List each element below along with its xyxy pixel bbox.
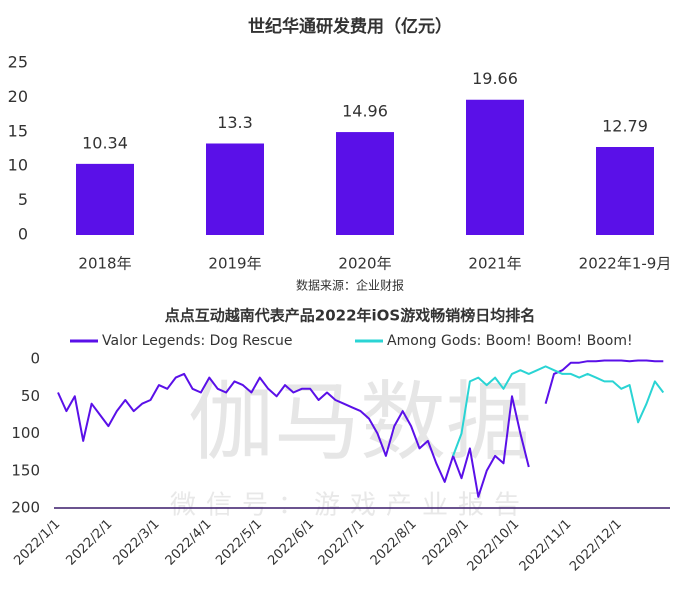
watermark: 伽马数据 [188, 372, 532, 472]
value-label: 12.79 [602, 117, 648, 136]
x-tick-label: 2022/5/1 [213, 517, 265, 569]
x-tick-label: 2022/1/1 [11, 517, 63, 569]
x-tick-label: 2022/6/1 [265, 517, 317, 569]
value-label: 13.3 [217, 113, 253, 132]
y-tick-label: 100 [11, 424, 40, 442]
y-tick-label: 0 [18, 225, 28, 244]
x-tick-label: 2022/11/1 [517, 517, 575, 575]
y-tick-label: 15 [8, 121, 28, 140]
x-tick-label: 2020年 [338, 255, 391, 273]
source-note: 数据来源：企业财报 [296, 278, 404, 293]
y-tick-label: 150 [11, 461, 40, 479]
series-line [452, 365, 665, 457]
value-label: 10.34 [82, 133, 128, 152]
x-tick-label: 2022/7/1 [316, 517, 368, 569]
x-tick-label: 2021年 [468, 255, 521, 273]
x-tick-label: 2022年1-9月 [579, 255, 672, 273]
watermark-sub: 微信号：游戏产业报告 [170, 491, 530, 521]
x-tick-label: 2019年 [208, 255, 261, 273]
y-tick-label: 10 [8, 156, 28, 175]
bar [206, 143, 264, 235]
bar [466, 99, 524, 235]
bar [336, 132, 394, 235]
value-label: 14.96 [342, 102, 388, 121]
x-tick-label: 2018年 [78, 255, 131, 273]
legend-label: Valor Legends: Dog Rescue [102, 333, 293, 349]
bar-chart-title: 世纪华通研发费用（亿元） [248, 16, 452, 37]
y-tick-label: 200 [11, 499, 40, 517]
y-tick-label: 25 [8, 53, 28, 72]
legend-label: Among Gods: Boom! Boom! Boom! [387, 333, 633, 349]
line-chart-title: 点点互动越南代表产品2022年iOS游戏畅销榜日均排名 [165, 307, 535, 325]
x-tick-label: 2022/8/1 [368, 517, 420, 569]
x-tick-label: 2022/12/1 [567, 517, 625, 575]
y-tick-label: 0 [30, 350, 40, 368]
series-line [57, 359, 664, 498]
bar [76, 163, 134, 235]
x-tick-label: 2022/4/1 [163, 517, 215, 569]
y-tick-label: 5 [18, 190, 28, 209]
value-label: 19.66 [472, 69, 518, 88]
x-tick-label: 2022/10/1 [465, 517, 523, 575]
y-tick-label: 20 [8, 87, 28, 106]
x-tick-label: 2022/2/1 [64, 517, 116, 569]
x-tick-label: 2022/9/1 [420, 517, 472, 569]
y-tick-label: 50 [21, 387, 40, 405]
x-tick-label: 2022/3/1 [111, 517, 163, 569]
bar [596, 147, 654, 235]
